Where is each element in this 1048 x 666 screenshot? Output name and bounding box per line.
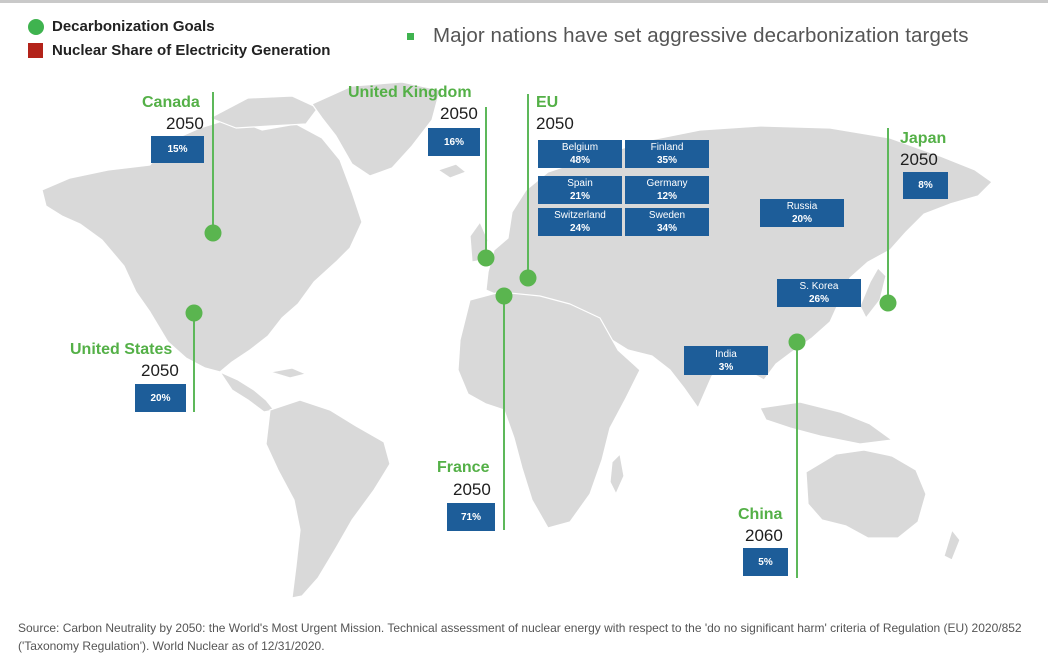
eu-member-box: Belgium 48%	[538, 140, 622, 168]
red-square-icon	[28, 43, 43, 58]
canada-share-box: 15%	[151, 136, 204, 163]
eu-member-name: Germany	[646, 178, 688, 189]
central-america	[219, 371, 275, 413]
marker-japan	[879, 294, 897, 312]
france-year: 2050	[453, 480, 491, 499]
canada-year: 2050	[166, 114, 204, 133]
eu-member-share: 35%	[656, 155, 677, 166]
eu-year: 2050	[536, 114, 574, 133]
bullet-icon	[407, 32, 414, 40]
india-share: 3%	[718, 361, 734, 373]
us-share-box: 20%	[135, 384, 186, 412]
marker-united-kingdom	[477, 249, 495, 267]
uk-share: 16%	[443, 136, 464, 148]
arctic-islands	[209, 95, 319, 129]
india-box: India 3%	[684, 346, 768, 375]
marker-united-states	[185, 304, 203, 322]
eu-label: EU	[536, 94, 559, 111]
source-note: Source: Carbon Neutrality by 2050: the W…	[18, 621, 1022, 653]
eu-member-share: 48%	[569, 155, 590, 166]
legend-goals-label: Decarbonization Goals	[52, 18, 215, 35]
australia	[805, 449, 927, 539]
leader-lines	[193, 92, 889, 578]
india-name: India	[715, 348, 737, 360]
eu-member-name: Spain	[567, 178, 593, 189]
south-america	[265, 399, 391, 599]
japan-share: 8%	[918, 180, 933, 191]
headline-text: Major nations have set aggressive decarb…	[433, 24, 969, 47]
china-share: 5%	[758, 556, 773, 568]
japan-year: 2050	[900, 150, 938, 169]
japan-label: Japan	[900, 130, 947, 147]
france-label: France	[437, 459, 490, 476]
madagascar	[609, 453, 625, 495]
eu-member-name: Belgium	[561, 142, 599, 153]
eu-member-box: Sweden 34%	[625, 208, 709, 236]
north-america	[41, 117, 363, 373]
us-year: 2050	[141, 361, 179, 380]
canada-share: 15%	[167, 144, 188, 155]
new-zealand	[943, 529, 961, 561]
legend-nuclear: Nuclear Share of Electricity Generation	[28, 42, 330, 59]
south-korea-share: 26%	[808, 294, 829, 305]
uk-label: United Kingdom	[348, 84, 472, 101]
marker-canada	[204, 224, 222, 242]
southeast-asia-islands	[759, 401, 893, 445]
china-label: China	[738, 506, 783, 523]
russia-share: 20%	[791, 214, 812, 225]
uk-share-box: 16%	[428, 128, 480, 156]
eu-member-share: 21%	[569, 191, 590, 202]
marker-china	[788, 333, 806, 351]
marker-france	[495, 287, 513, 305]
eu-member-name: Switzerland	[554, 210, 606, 221]
us-label: United States	[70, 341, 173, 358]
france-share: 71%	[460, 511, 481, 523]
eu-member-box: Switzerland 24%	[538, 208, 622, 236]
france-share-box: 71%	[447, 503, 495, 531]
uk-year: 2050	[440, 104, 478, 123]
headline: Major nations have set aggressive decarb…	[407, 24, 969, 48]
marker-eu	[519, 269, 537, 287]
russia-name: Russia	[786, 201, 818, 212]
eu-member-share: 34%	[656, 223, 677, 234]
goal-markers	[185, 224, 897, 351]
eu-member-name: Finland	[650, 142, 684, 153]
canada-label: Canada	[142, 94, 200, 111]
top-divider	[0, 0, 1048, 3]
eu-member-box: Spain 21%	[538, 176, 622, 204]
china-year: 2060	[745, 526, 783, 545]
china-share-box: 5%	[743, 548, 788, 576]
eu-member-name: Sweden	[648, 210, 686, 221]
caribbean	[269, 367, 307, 379]
japan-share-box: 8%	[903, 172, 948, 199]
green-circle-icon	[28, 18, 44, 35]
eu-member-share: 12%	[656, 191, 677, 202]
russia-box: Russia 20%	[760, 199, 844, 227]
legend-nuclear-label: Nuclear Share of Electricity Generation	[52, 42, 331, 59]
eu-member-box: Finland 35%	[625, 140, 709, 168]
eu-member-share: 24%	[569, 223, 590, 234]
legend-goals: Decarbonization Goals	[28, 18, 215, 35]
iceland	[437, 163, 467, 179]
eu-member-box: Germany 12%	[625, 176, 709, 204]
greenland	[311, 81, 441, 177]
us-share: 20%	[150, 392, 171, 404]
south-korea-name: S. Korea	[799, 281, 839, 292]
japan-islands	[859, 267, 887, 319]
south-korea-box: S. Korea 26%	[777, 279, 861, 307]
